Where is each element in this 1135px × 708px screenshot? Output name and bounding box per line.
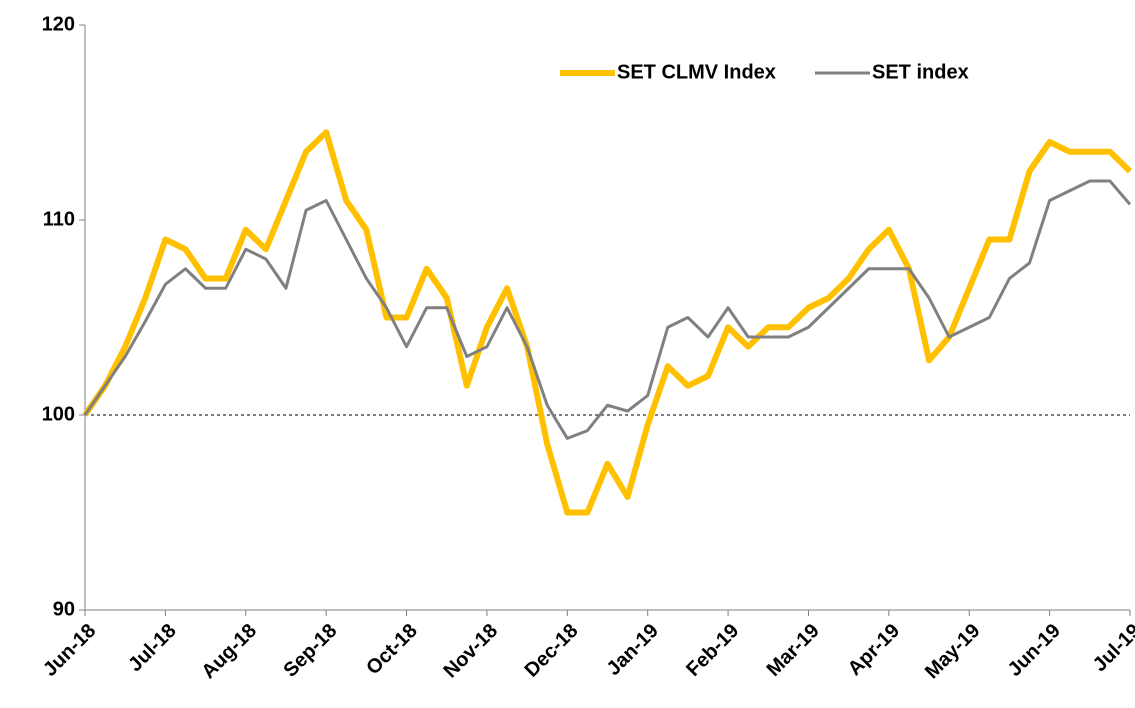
x-tick-label: Jul-19: [1089, 620, 1135, 676]
x-tick-label: Nov-18: [439, 620, 502, 683]
x-tick-label: Dec-18: [521, 620, 583, 682]
y-tick-label: 100: [42, 403, 75, 425]
x-tick-label: Jun-18: [39, 620, 100, 681]
x-tick-label: Jun-19: [1004, 620, 1065, 681]
series-line: [82, 129, 1133, 516]
y-tick-label: 90: [53, 598, 75, 620]
x-tick-label: Sep-18: [279, 620, 341, 682]
x-tick-label: Mar-19: [763, 620, 824, 681]
y-tick-label: 110: [43, 208, 75, 230]
legend-label: SET CLMV Index: [617, 61, 776, 83]
x-tick-label: Oct-18: [362, 620, 422, 680]
x-tick-label: Apr-19: [844, 620, 904, 680]
series-line: [83, 179, 1132, 440]
legend-label: SET index: [872, 61, 969, 83]
x-tick-label: Aug-18: [198, 620, 261, 683]
y-tick-label: 120: [42, 13, 75, 35]
x-tick-label: Jan-19: [603, 620, 663, 680]
x-tick-label: May-19: [921, 620, 985, 684]
x-tick-label: Jul-18: [124, 620, 180, 676]
x-tick-label: Feb-19: [682, 620, 743, 681]
